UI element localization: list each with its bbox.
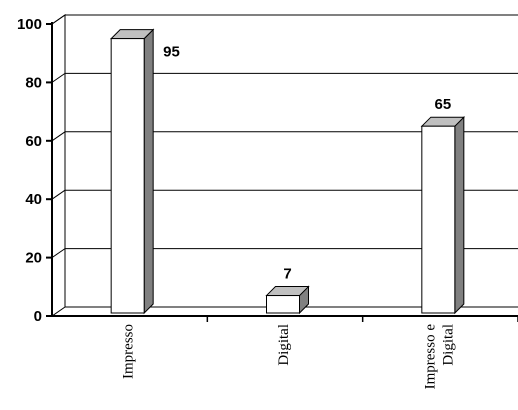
bar-side	[454, 115, 465, 315]
y-tick-label: 40	[25, 191, 42, 208]
x-tick-label-line: Impresso	[121, 324, 137, 379]
x-axis-ticks: Impresso Digital Impresso e Digital	[121, 316, 518, 389]
data-labels: 95 7 65	[163, 44, 451, 283]
x-tick-label-line: Digital	[276, 324, 292, 366]
bar	[420, 115, 466, 315]
bar-side	[143, 28, 154, 315]
y-tick-label: 20	[25, 250, 42, 267]
data-label: 65	[434, 96, 451, 113]
bar-front	[421, 125, 456, 314]
data-label: 7	[283, 266, 291, 283]
x-tick-label-line: Digital	[440, 324, 456, 366]
y-tick-label: 100	[17, 16, 42, 33]
x-tick-label-line: Impresso e	[422, 324, 438, 390]
x-tick-label: Impresso	[121, 324, 137, 379]
y-axis-ticks: 0 20 40 60 80 100	[17, 16, 52, 325]
bar-front	[110, 38, 145, 314]
y-tick-label: 60	[25, 133, 42, 150]
gridline	[51, 14, 518, 25]
bar-front	[266, 295, 300, 314]
x-tick-label: Impresso e Digital	[422, 324, 456, 390]
y-tick-label: 0	[34, 308, 42, 325]
bar	[109, 28, 155, 315]
axes	[51, 22, 518, 317]
y-tick-label: 80	[25, 74, 42, 91]
x-tick-label: Digital	[276, 324, 292, 366]
bars	[109, 28, 466, 315]
bar	[265, 285, 310, 315]
data-label: 95	[163, 44, 180, 61]
side-wall	[51, 14, 66, 317]
